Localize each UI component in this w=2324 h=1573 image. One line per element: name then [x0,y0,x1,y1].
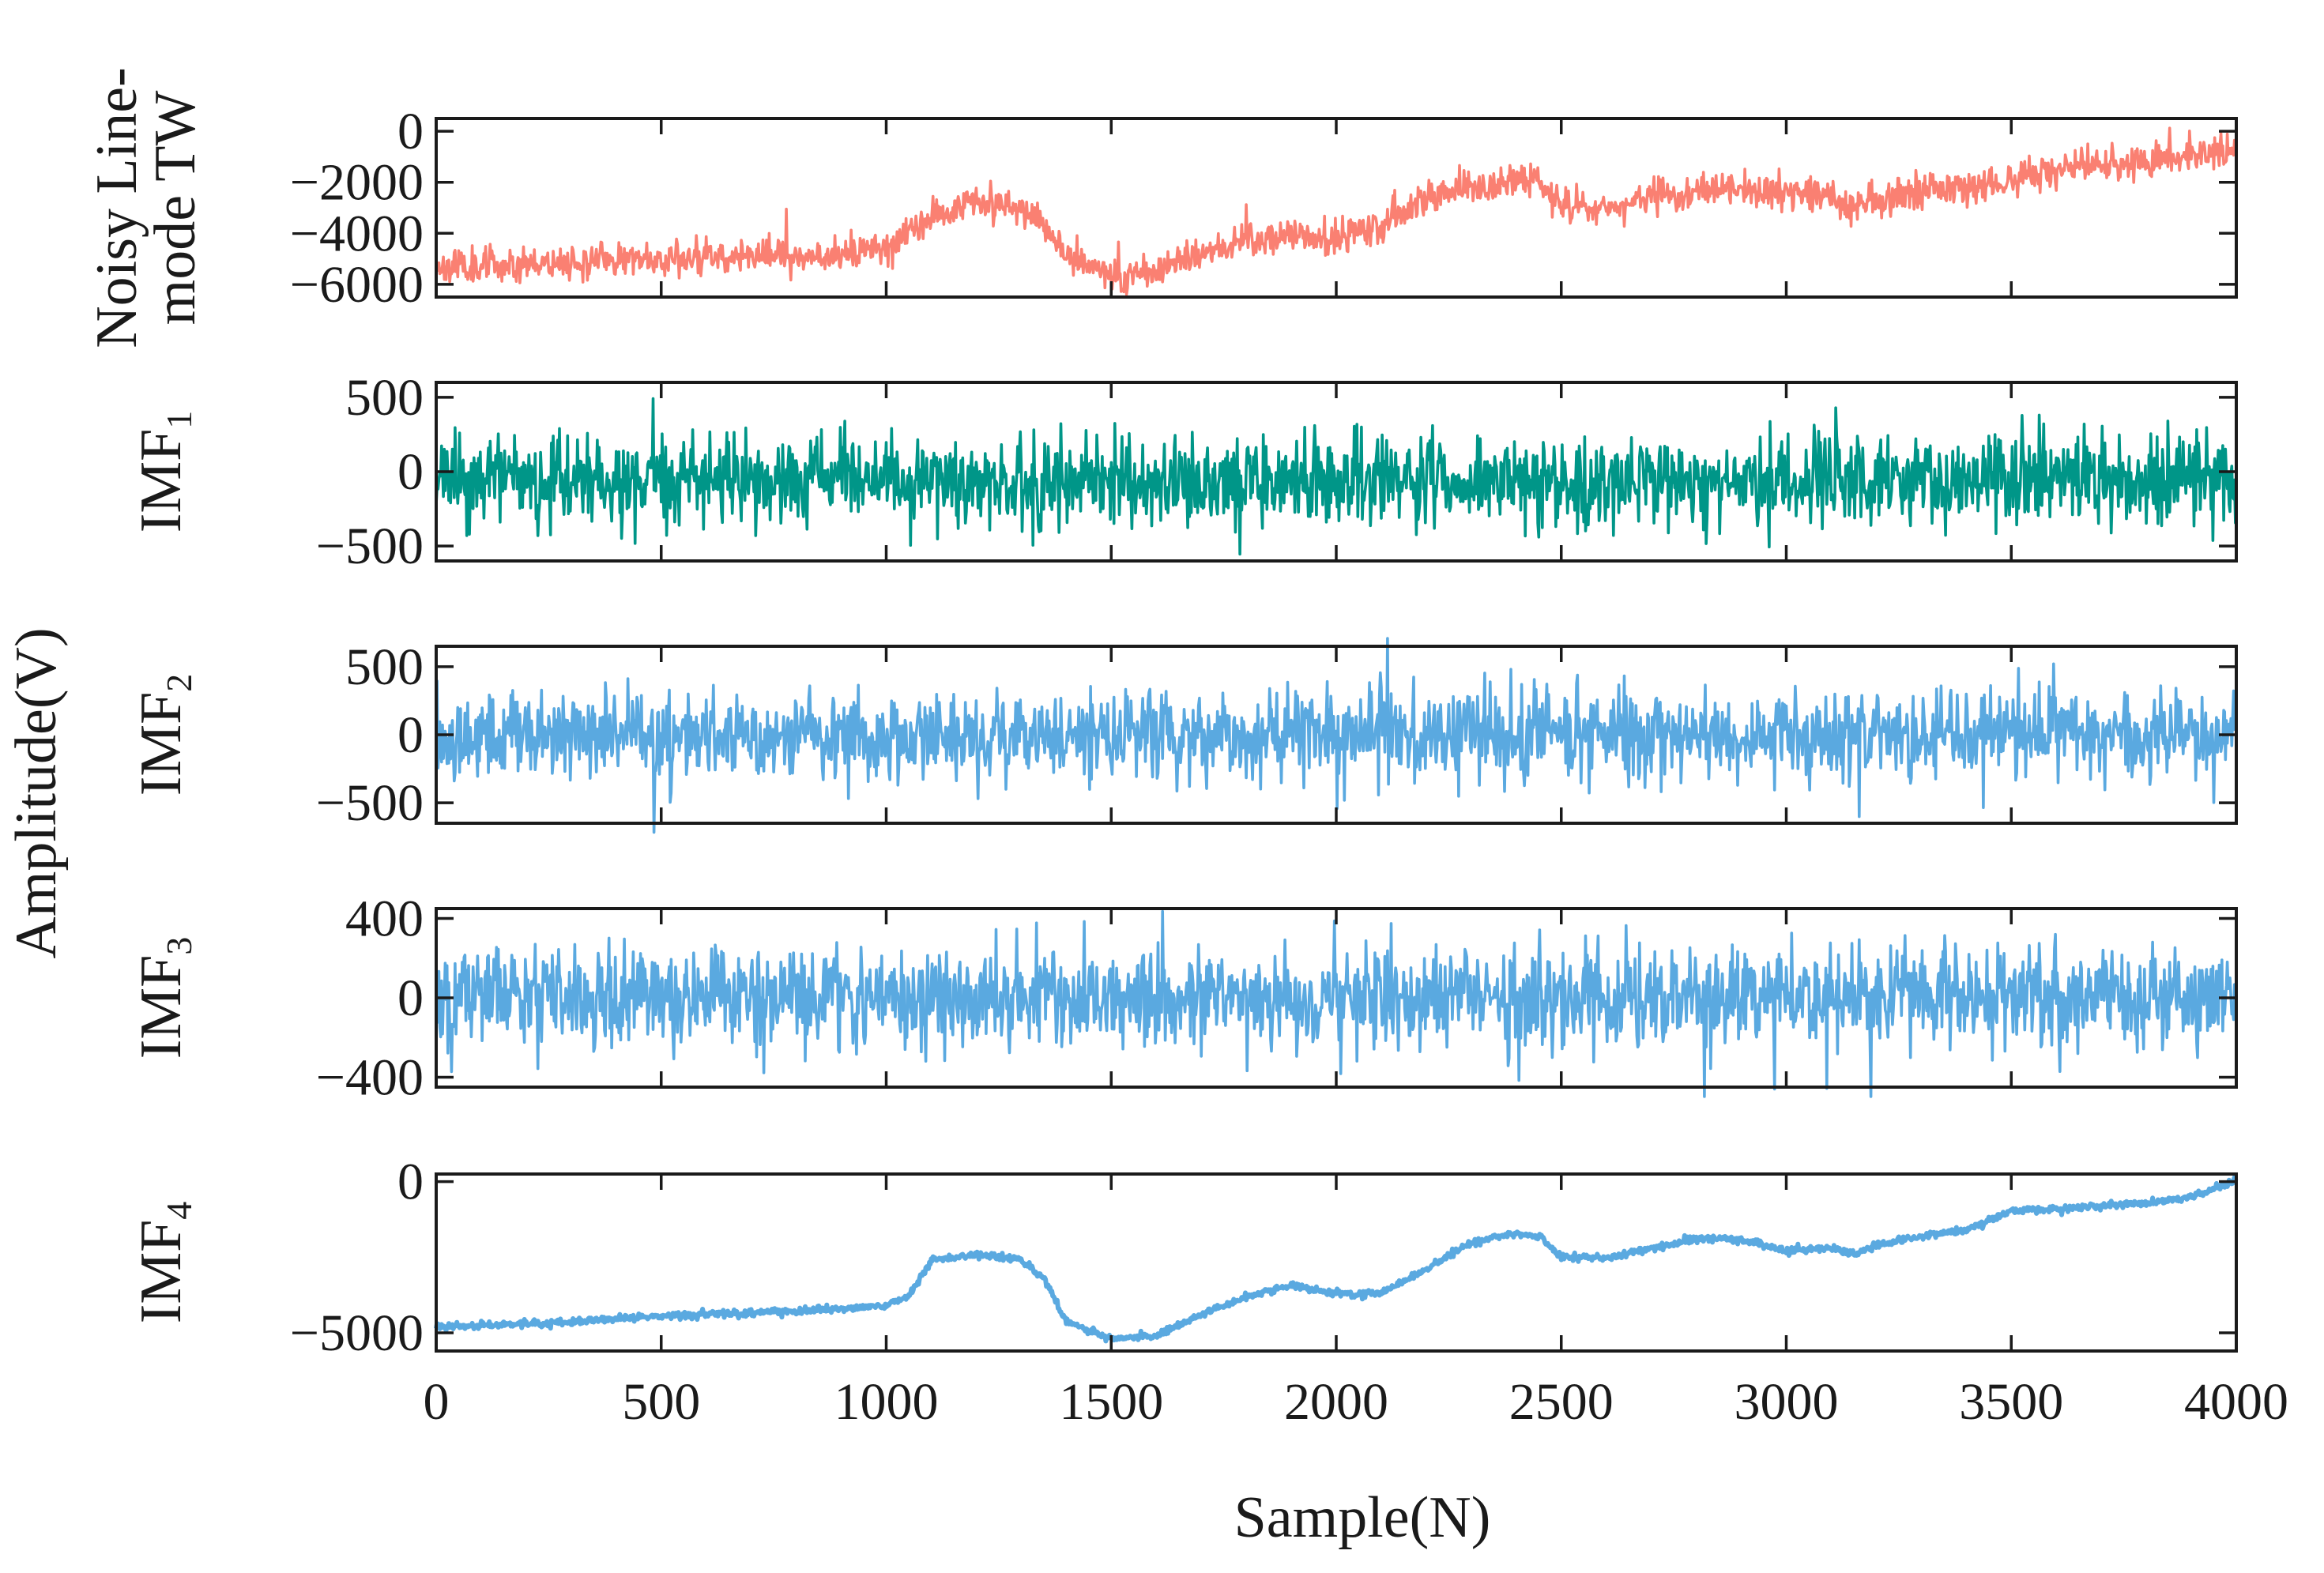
panel-label-line: mode TW [143,91,208,326]
x-tick-label: 1000 [834,1373,939,1431]
y-tick-label-noisy: 0 [397,103,424,160]
x-tick-label: 0 [424,1373,450,1431]
plot-frame-imf4 [435,1172,2238,1353]
panel-label-imf3: IMF3 [129,937,199,1059]
y-tick-label-noisy: −6000 [290,256,424,314]
shared-y-axis-title: Amplitude(V) [4,627,69,958]
panel-label-base: IMF [129,692,194,796]
panel-label-subscript: 2 [159,674,199,692]
x-tick-label: 500 [622,1373,700,1431]
panel-imf4: 0 −5000 IMF4 [129,1153,2239,1362]
y-tick-label-imf1: 0 [397,443,424,501]
panel-label-imf1: IMF1 [129,411,199,533]
series-line-imf1 [435,397,2238,556]
panel-label-subscript: 3 [159,937,199,955]
y-tick-label-imf4: 0 [397,1153,424,1211]
y-tick-label-imf3: 0 [397,969,424,1027]
panel-noisy: 0−2000−4000−6000 Noisy Line-mode TW [85,67,2238,348]
panel-imf3: 400 0 −400 IMF3 [129,890,2238,1106]
panel-label-line: Noisy Line- [85,67,149,348]
series-line-imf4 [434,1175,2239,1344]
y-tick-label-imf2: 0 [397,706,424,764]
y-tick-label-noisy: −2000 [290,154,424,212]
panel-label-subscript: 1 [159,411,199,429]
y-tick-label-imf3: 400 [345,890,424,948]
y-tick-label-imf4: −5000 [290,1304,424,1362]
y-tick-label-imf2: 500 [345,638,424,696]
panel-imf1: 500 0 −500 IMF1 [129,369,2238,575]
panel-label-base: IMF [129,955,194,1059]
y-tick-label-imf1: 500 [345,369,424,427]
y-tick-label-imf2: −500 [316,774,424,832]
y-tick-label-noisy: −4000 [290,205,424,262]
series-line-imf2 [435,637,2238,834]
x-tick-label: 3500 [1959,1373,2063,1431]
panel-label-noisy: Noisy Line-mode TW [85,67,208,348]
x-tick-label: 3000 [1735,1373,1839,1431]
x-tick-label: 1500 [1059,1373,1163,1431]
series-line-imf3 [435,909,2238,1098]
x-tick-label: 2500 [1509,1373,1614,1431]
panel-imf2: 500 0 −500 IMF2 [129,637,2238,834]
panel-label-imf4: IMF4 [129,1202,199,1324]
y-tick-label-imf3: −400 [316,1048,424,1106]
x-axis-title: Sample(N) [1234,1485,1491,1550]
panel-label-base: IMF [129,429,194,533]
x-tick-label: 2000 [1284,1373,1388,1431]
panel-label-base: IMF [129,1220,194,1324]
x-axis: 0 500 1000 1500 2000 2500 3000 3500 4000 [424,1373,2289,1431]
y-tick-label-imf1: −500 [316,517,424,575]
x-tick-label: 4000 [2184,1373,2288,1431]
panel-label-subscript: 4 [159,1202,199,1220]
series-line-noisy [435,126,2238,296]
panel-label-imf2: IMF2 [129,674,199,796]
